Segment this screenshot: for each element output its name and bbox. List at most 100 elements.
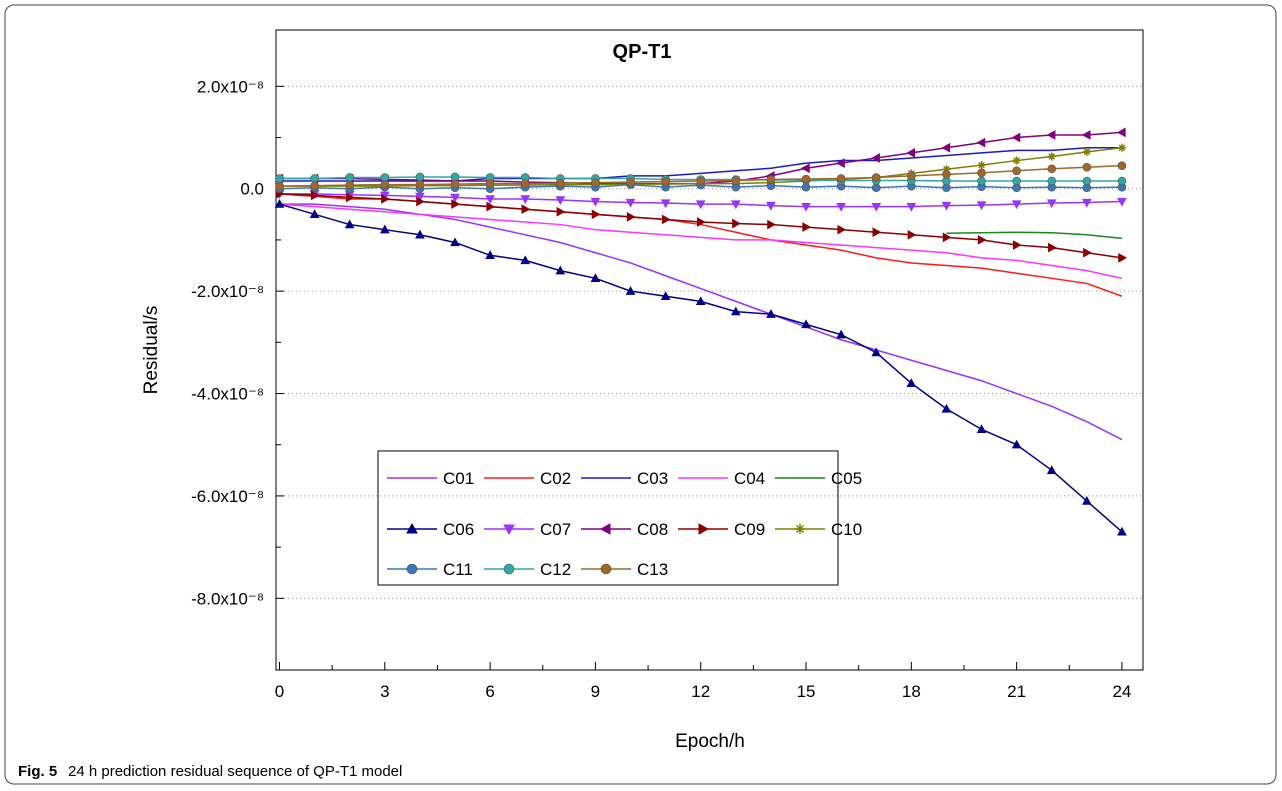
legend-label: C11: [443, 560, 473, 579]
marker: [406, 563, 418, 575]
legend-label: C10: [831, 520, 862, 539]
marker: [503, 563, 515, 575]
legend-box: [377, 450, 839, 586]
marker: [977, 235, 987, 245]
marker: [660, 199, 671, 209]
marker: [836, 158, 845, 168]
legend-label: C02: [540, 469, 571, 488]
x-tick-label: 15: [797, 682, 816, 701]
marker: [1011, 132, 1021, 143]
marker: [346, 192, 355, 203]
series-line: [946, 231, 1123, 240]
y-tick-label: 2.0x10⁻⁸: [197, 77, 264, 96]
series-line: [279, 203, 1123, 441]
marker: [1083, 247, 1092, 258]
x-tick-label: 24: [1112, 682, 1131, 701]
marker: [801, 319, 811, 329]
frame: [4, 4, 1277, 785]
marker: [450, 172, 460, 182]
marker: [976, 424, 987, 434]
marker: [660, 291, 671, 300]
marker: [590, 273, 601, 283]
marker: [977, 161, 986, 170]
marker: [730, 306, 741, 316]
marker: [520, 195, 531, 204]
marker: [871, 153, 880, 163]
marker: [486, 201, 496, 212]
marker: [1082, 162, 1092, 172]
marker: [556, 206, 566, 217]
marker: [871, 183, 881, 192]
marker: [837, 224, 847, 235]
x-tick-label: 9: [591, 682, 600, 701]
marker: [1082, 147, 1091, 156]
marker: [485, 179, 495, 188]
marker: [415, 180, 425, 189]
marker: [450, 193, 460, 203]
caption-label: Fig. 5: [18, 763, 57, 780]
marker: [1046, 465, 1057, 475]
marker: [380, 173, 390, 182]
series-line: [279, 203, 1123, 280]
legend-label: C07: [540, 520, 571, 539]
marker: [766, 309, 776, 318]
marker: [1117, 161, 1127, 170]
marker: [1047, 176, 1057, 186]
marker: [941, 403, 952, 413]
marker: [1012, 240, 1022, 250]
marker: [800, 163, 810, 174]
legend-label: C13: [637, 560, 668, 579]
marker: [380, 180, 390, 189]
marker: [695, 200, 706, 210]
marker: [599, 523, 611, 535]
x-tick-label: 18: [902, 682, 921, 701]
marker: [695, 296, 706, 306]
marker: [309, 209, 320, 219]
marker: [1082, 176, 1092, 186]
marker: [836, 202, 846, 212]
series-line: [279, 193, 1123, 297]
marker: [1081, 130, 1091, 140]
x-tick-label: 0: [275, 682, 284, 701]
marker: [1011, 439, 1022, 449]
marker: [1012, 156, 1021, 165]
marker: [907, 171, 916, 181]
marker: [590, 197, 601, 207]
legend-label: C03: [637, 469, 668, 488]
marker: [381, 194, 390, 204]
marker: [942, 170, 951, 179]
marker: [503, 524, 515, 536]
plot-frame: [275, 29, 1144, 671]
marker: [600, 563, 612, 575]
y-tick-label: -6.0x10⁻⁸: [191, 487, 264, 506]
marker: [1081, 496, 1092, 505]
x-axis-label: Epoch/h: [675, 731, 745, 752]
marker: [485, 250, 495, 259]
marker: [836, 329, 846, 339]
marker: [626, 177, 635, 187]
marker: [731, 176, 741, 185]
marker: [906, 202, 917, 212]
marker: [661, 177, 670, 186]
marker: [872, 227, 882, 238]
marker: [942, 232, 952, 243]
marker: [977, 168, 986, 178]
marker: [345, 173, 355, 182]
marker: [766, 175, 776, 184]
marker: [625, 286, 636, 295]
marker: [977, 176, 986, 186]
marker: [344, 219, 355, 229]
marker: [1117, 526, 1127, 536]
marker: [591, 178, 600, 187]
marker: [696, 176, 706, 186]
marker: [871, 173, 881, 182]
legend-label: C04: [734, 469, 765, 488]
marker: [485, 195, 495, 204]
marker: [556, 178, 565, 188]
marker: [1048, 242, 1057, 253]
y-axis-label: Residual/s: [141, 306, 162, 395]
marker: [626, 212, 636, 222]
marker: [1117, 143, 1126, 152]
y-tick-label: -8.0x10⁻⁸: [191, 589, 264, 608]
